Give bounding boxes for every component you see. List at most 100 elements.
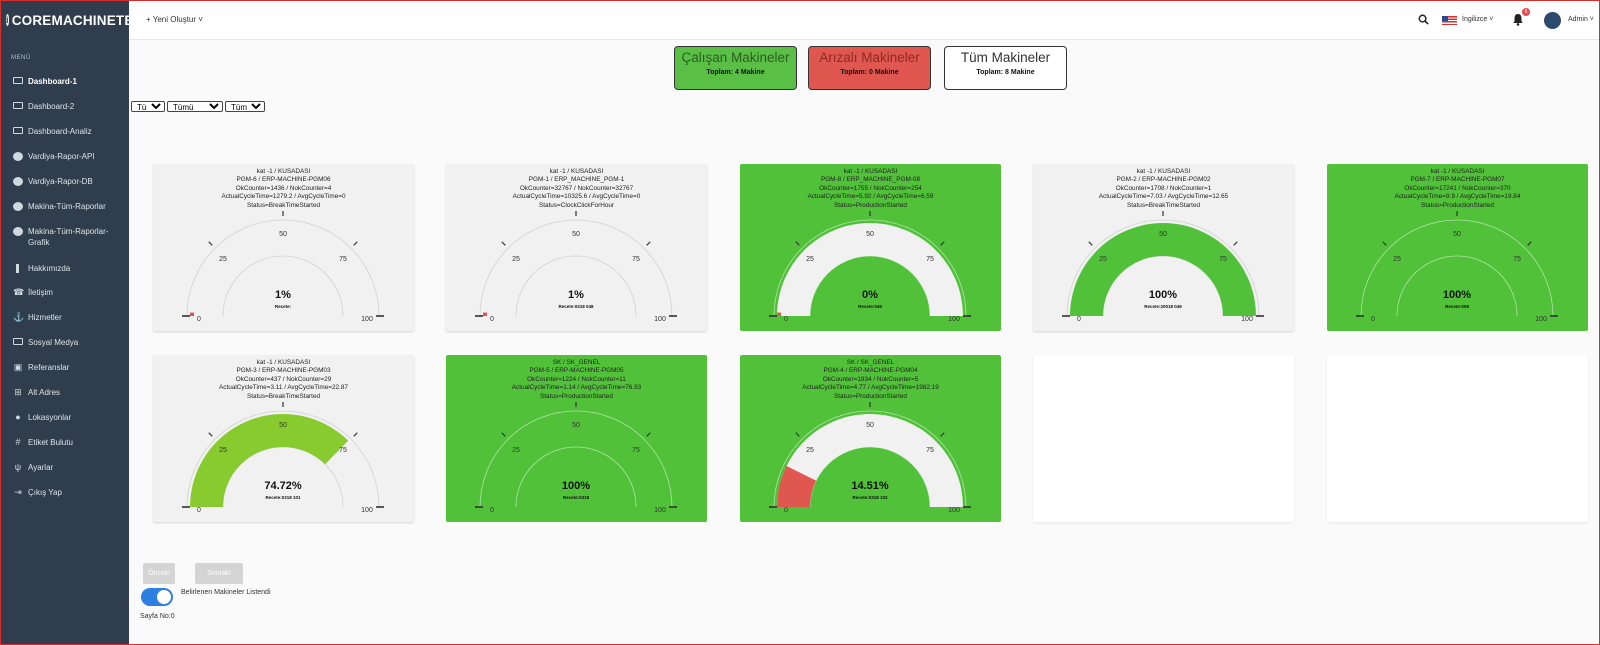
user-menu[interactable]: Admin ˅ — [1568, 16, 1594, 23]
gauge-tick-label: 25 — [1393, 256, 1401, 263]
globe-icon — [13, 227, 23, 236]
phone-icon: ☎ — [13, 287, 25, 297]
machine-info-line: ActualCycleTime=10325.6 / AvgCycleTime=0 — [512, 193, 641, 201]
sidebar-item-label: Dashboard-2 — [28, 102, 75, 111]
recipe-label: Recete:008 — [1445, 304, 1469, 309]
machine-info-line: PGM-5 / ERP-MACHINE-PGM05 — [529, 367, 624, 375]
gauge-tick-label: 50 — [572, 422, 580, 429]
plug-icon: ψ — [14, 462, 22, 472]
sidebar-item-12[interactable]: ▣ Referanslar — [0, 362, 129, 373]
sidebar-item-9[interactable]: ☎ İletişim — [0, 287, 129, 298]
gauge-tick — [795, 432, 800, 437]
machine-info-line: kat -1 / KUSADASI — [1430, 168, 1485, 175]
us-flag-icon[interactable] — [1442, 16, 1457, 25]
gauge: 0 25 50 75 100 1% Recete:0318 048 — [475, 211, 677, 323]
monitor-icon — [13, 127, 23, 134]
machine-info-line: Status=BreakTimeStarted — [246, 201, 321, 209]
machine-info: kat -1 / KUSADASI PGM-1 / ERP_MACHINE_PGM… — [446, 164, 707, 210]
gauge-tick-label: 50 — [1159, 231, 1167, 238]
machine-info: SK / SK_GENEL PGM-4 / ERP-MACHINE-PGM04 Ok… — [740, 355, 1001, 401]
gauge-tick — [795, 241, 800, 246]
gauge-band — [777, 223, 963, 316]
recipe-label: Recete:046 — [858, 304, 882, 309]
filter-select-2[interactable]: Tümü — [167, 101, 223, 112]
faulty-machines-box[interactable]: Arızalı Makineler Toplam: 0 Makine — [808, 46, 931, 90]
sidebar-item-14[interactable]: ● Lokasyonlar — [0, 412, 129, 423]
sidebar-item-label: Vardiya-Rapor-DB — [28, 177, 93, 186]
brand[interactable]: i COREMACHINETEC — [0, 0, 143, 40]
machine-info-line: PGM-1 / ERP_MACHINE_PGM-1 — [528, 176, 625, 184]
menu-title: MENÜ — [11, 55, 31, 61]
gauge-tick — [940, 432, 945, 437]
bell-icon[interactable] — [1512, 13, 1524, 26]
recipe-label: Recete:0318 102 — [852, 495, 888, 500]
machine-card[interactable]: SK / SK_GENEL PGM-4 / ERP-MACHINE-PGM04 Ok… — [740, 355, 1001, 522]
sidebar-item-1[interactable]: Dashboard-1 — [0, 76, 129, 87]
monitor-icon — [13, 77, 23, 84]
gauge-outline — [479, 219, 673, 317]
gauge-tick-label: 25 — [806, 256, 814, 263]
machine-info: kat -1 / KUSADASI PGM-6 / ERP-MACHINE-PGM… — [153, 164, 414, 210]
gauge-value-label: 1% — [275, 289, 291, 301]
gauge-tick-label: 25 — [219, 256, 227, 263]
gauge-tick — [501, 432, 506, 437]
sidebar-item-label: Sosyal Medya — [28, 338, 79, 347]
gauge-tick-label: 100 — [654, 507, 666, 514]
sidebar-item-label: Alt Adres — [28, 388, 61, 397]
sidebar-item-10[interactable]: ⚓ Hizmetler — [0, 312, 129, 323]
sidebar-item-13[interactable]: ⊞ Alt Adres — [0, 387, 129, 398]
working-machines-box[interactable]: Çalışan Makineler Toplam: 4 Makine — [674, 46, 797, 90]
map-pin-icon: ● — [15, 412, 21, 422]
machine-card[interactable]: kat -1 / KUSADASI PGM-2 / ERP-MACHINE-PGM… — [1033, 164, 1294, 331]
language-dropdown[interactable]: İngilizce ˅ — [1462, 16, 1494, 23]
machine-info-line: Status=ProductionStarted — [1420, 201, 1494, 209]
machine-info: kat -1 / KUSADASI PGM-7 / ERP-MACHINE-PGM… — [1327, 164, 1588, 210]
sidebar-item-11[interactable]: Sosyal Medya — [0, 337, 129, 348]
gauge-tick-label: 50 — [866, 231, 874, 238]
machine-info: kat -1 / KUSADASI PGM-8 / ERP_MACHINE_PGM… — [740, 164, 1001, 210]
avatar[interactable] — [1544, 12, 1561, 29]
sidebar: i COREMACHINETEC MENÜ Dashboard-1 Dashboa… — [0, 0, 143, 645]
machine-card[interactable]: kat -1 / KUSADASI PGM-8 / ERP_MACHINE_PGM… — [740, 164, 1001, 331]
gauge-tick — [208, 241, 213, 246]
machine-card[interactable]: kat -1 / KUSADASI PGM-7 / ERP-MACHINE-PGM… — [1327, 164, 1588, 331]
prev-button[interactable]: Önceki — [143, 563, 175, 584]
sidebar-item-6[interactable]: Makina-Tüm-Raporlar — [0, 201, 129, 212]
sidebar-item-4[interactable]: Vardiya-Rapor-API — [0, 151, 129, 162]
all-machines-box[interactable]: Tüm Makineler Toplam: 8 Makine — [944, 46, 1067, 90]
sidebar-item-17[interactable]: ⇥ Çıkış Yap — [0, 487, 129, 498]
machine-card[interactable]: SK / SK_GENEL PGM-5 / ERP-MACHINE-PGM05 Ok… — [446, 355, 707, 522]
new-create-dropdown[interactable]: + Yeni Oluştur ˅ — [146, 15, 203, 24]
machine-info-line: OkCounter=17241 / NokCounter=370 — [1404, 184, 1511, 192]
machine-card[interactable]: kat -1 / KUSADASI PGM-1 / ERP_MACHINE_PGM… — [446, 164, 707, 331]
machine-card[interactable]: kat -1 / KUSADASI PGM-3 / ERP-MACHINE-PGM… — [153, 355, 414, 522]
filter-select-1[interactable]: Tümü — [131, 101, 165, 112]
gauge: 0 25 50 75 100 100% Recete:20018 049 — [1062, 211, 1264, 323]
search-icon[interactable] — [1418, 14, 1429, 25]
gauge: 0 25 50 75 100 14.51% Recete:0318 102 — [769, 402, 971, 514]
sidebar-item-8[interactable]: Hakkımızda — [0, 263, 129, 274]
gauge-band — [777, 414, 963, 507]
machine-info-line: OkCounter=1934 / NokCounter=5 — [822, 375, 919, 383]
filter-select-3[interactable]: Tümü — [225, 101, 265, 112]
machine-card[interactable]: kat -1 / KUSADASI PGM-6 / ERP-MACHINE-PGM… — [153, 164, 414, 331]
sidebar-item-7[interactable]: Makina-Tüm-Raporlar-Grafik — [0, 226, 129, 248]
sidebar-item-label: İletişim — [28, 288, 53, 297]
gauge-inner-outline — [1396, 255, 1518, 317]
gauge-tick — [1088, 241, 1093, 246]
sidebar-item-3[interactable]: Dashboard-Analiz — [0, 126, 129, 137]
gauge-tick-label: 0 — [197, 507, 201, 514]
globe-icon — [13, 202, 23, 211]
gauge-tick-label: 75 — [632, 256, 640, 263]
list-toggle[interactable] — [141, 588, 173, 606]
next-button[interactable]: Sonraki — [195, 563, 243, 584]
sidebar-item-5[interactable]: Vardiya-Rapor-DB — [0, 176, 129, 187]
sidebar-item-15[interactable]: # Etiket Bulutu — [0, 437, 129, 448]
machine-info-line: ActualCycleTime=1.14 / AvgCycleTime=76.9… — [511, 384, 642, 392]
sidebar-item-2[interactable]: Dashboard-2 — [0, 101, 129, 112]
sidebar-item-16[interactable]: ψ Ayarlar — [0, 462, 129, 473]
page-number: Sayfa No:0 — [140, 613, 175, 620]
sidebar-item-label: Makina-Tüm-Raporlar — [28, 202, 106, 211]
machine-info-line: ActualCycleTime=3.11 / AvgCycleTime=22.8… — [219, 384, 348, 392]
gauge-tick-label: 0 — [490, 316, 494, 323]
